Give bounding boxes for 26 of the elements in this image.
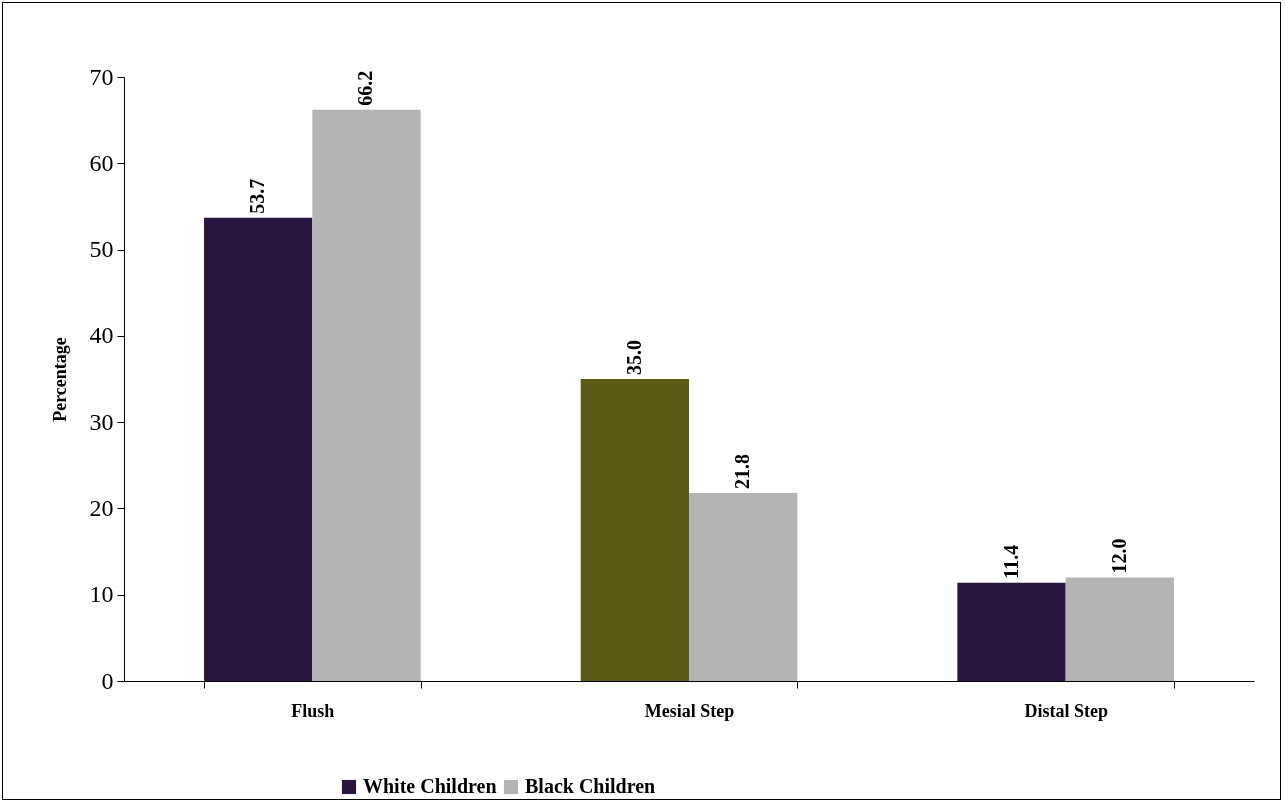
x-tick-label: Distal Step — [1024, 700, 1108, 721]
bar — [580, 379, 689, 681]
data-label: 53.7 — [246, 178, 269, 214]
y-axis-title: Percentage — [49, 337, 70, 422]
y-tick-label: 0 — [101, 667, 114, 694]
x-tick-label: Mesial Step — [644, 700, 735, 721]
y-tick-label: 50 — [89, 236, 114, 263]
bar — [204, 217, 313, 681]
bar — [1065, 577, 1174, 681]
legend-label: White Children — [363, 775, 497, 797]
x-tick-label: Flush — [291, 700, 335, 721]
y-tick-label: 20 — [89, 494, 114, 521]
bar — [957, 582, 1066, 681]
data-label: 12.0 — [1107, 538, 1130, 574]
data-label: 66.2 — [354, 70, 377, 106]
y-tick-label: 60 — [89, 149, 114, 176]
y-tick-label: 30 — [89, 408, 114, 435]
bar — [689, 492, 798, 681]
data-label: 35.0 — [622, 340, 645, 375]
data-label: 21.8 — [731, 453, 754, 489]
y-tick-label: 40 — [89, 322, 114, 349]
legend-label: Black Children — [525, 775, 656, 797]
y-tick-label: 10 — [89, 581, 114, 608]
y-tick-label: 70 — [89, 63, 114, 90]
data-label: 11.4 — [999, 544, 1022, 579]
bar — [312, 109, 421, 681]
